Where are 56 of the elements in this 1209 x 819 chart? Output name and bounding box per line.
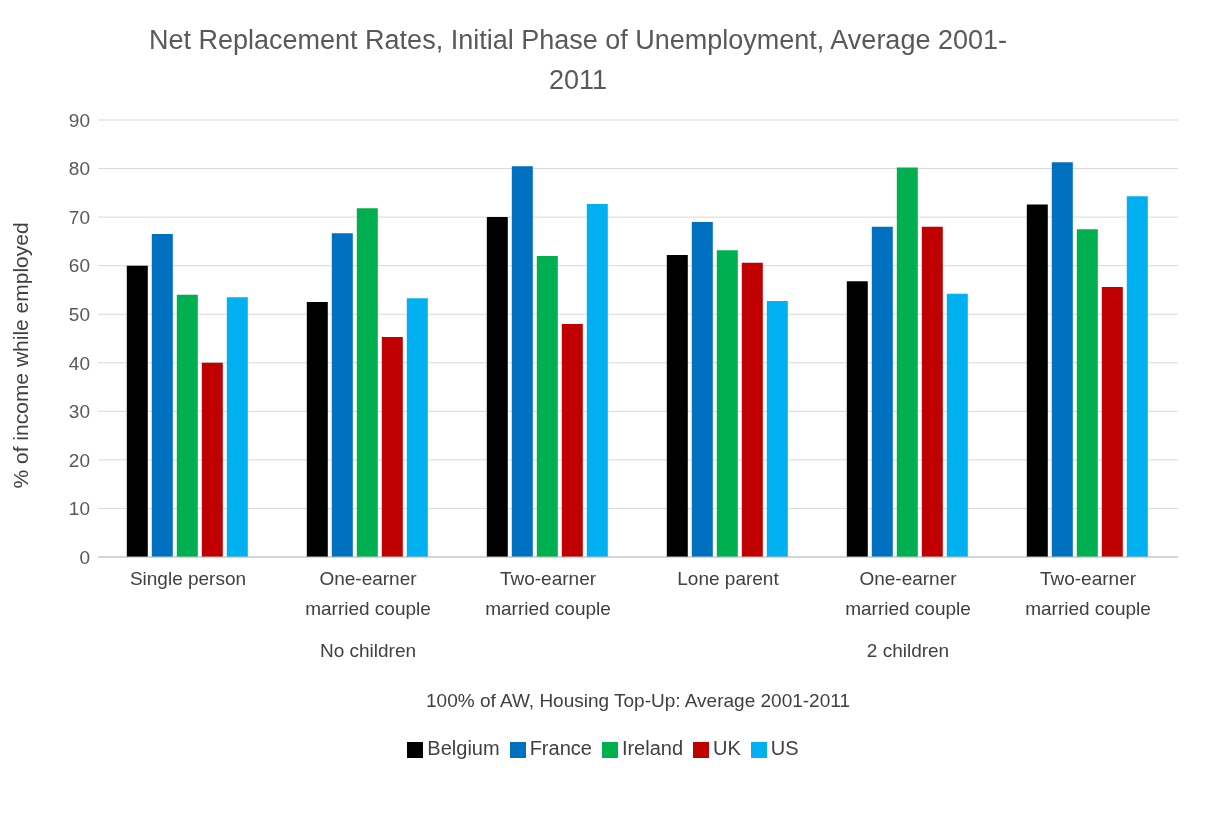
x-tick-label: One-earner married couple	[305, 568, 431, 619]
x-tick-label: Lone parent	[677, 568, 780, 589]
legend-label: UK	[713, 737, 741, 759]
bar	[331, 233, 353, 557]
x-tick-label: One-earner married couple	[845, 568, 971, 619]
y-tick-label: 40	[68, 352, 90, 374]
bar	[306, 302, 328, 557]
y-axis-title: % of income while employed	[9, 222, 33, 489]
bar	[1126, 196, 1148, 557]
bar	[766, 301, 788, 557]
bar	[356, 208, 378, 557]
text: No children	[318, 640, 418, 662]
y-tick-label: 0	[79, 546, 90, 568]
bar	[486, 217, 508, 557]
bar	[176, 294, 198, 557]
y-tick-label: 50	[68, 303, 90, 325]
bar	[226, 297, 248, 557]
bar	[406, 298, 428, 557]
bar	[716, 250, 738, 557]
text: 2 children	[865, 640, 951, 662]
y-tick-label: 90	[68, 109, 90, 131]
x-tick-label: Single person	[129, 568, 247, 589]
y-tick-label: 10	[68, 498, 90, 520]
bar	[846, 281, 868, 557]
chart-title: Net Replacement Rates, Initial Phase of Unemployment, Average 2001-2011	[148, 24, 1008, 97]
bar	[586, 204, 608, 557]
y-tick-label: 30	[68, 401, 90, 423]
bar	[561, 323, 583, 557]
bar	[666, 254, 688, 557]
x-axis-title: 100% of AW, Housing Top-Up: Average 2001-2011	[425, 690, 851, 712]
bar	[151, 234, 173, 557]
bar	[1101, 287, 1123, 557]
bar	[871, 226, 893, 557]
legend-label: US	[770, 737, 799, 759]
bar	[921, 226, 943, 557]
x-tick-label: Two-earner married couple	[485, 568, 611, 619]
bar	[1051, 162, 1073, 557]
bar	[741, 262, 763, 557]
bar	[201, 362, 223, 557]
bar	[946, 293, 968, 557]
bar	[381, 337, 403, 557]
legend-label: Belgium	[427, 737, 500, 759]
bar	[536, 255, 558, 557]
bar	[1026, 204, 1048, 557]
legend-label: Ireland	[621, 737, 684, 759]
bar	[691, 221, 713, 557]
bar	[1076, 229, 1098, 557]
y-tick-label: 80	[68, 158, 90, 180]
bar	[126, 265, 148, 557]
x-tick-label: Two-earner married couple	[1025, 568, 1151, 619]
bar	[511, 166, 533, 557]
legend-label: France	[529, 737, 592, 759]
y-tick-label: 60	[68, 255, 90, 277]
y-tick-label: 70	[68, 206, 90, 228]
y-tick-label: 20	[68, 449, 90, 471]
bar	[896, 167, 918, 557]
